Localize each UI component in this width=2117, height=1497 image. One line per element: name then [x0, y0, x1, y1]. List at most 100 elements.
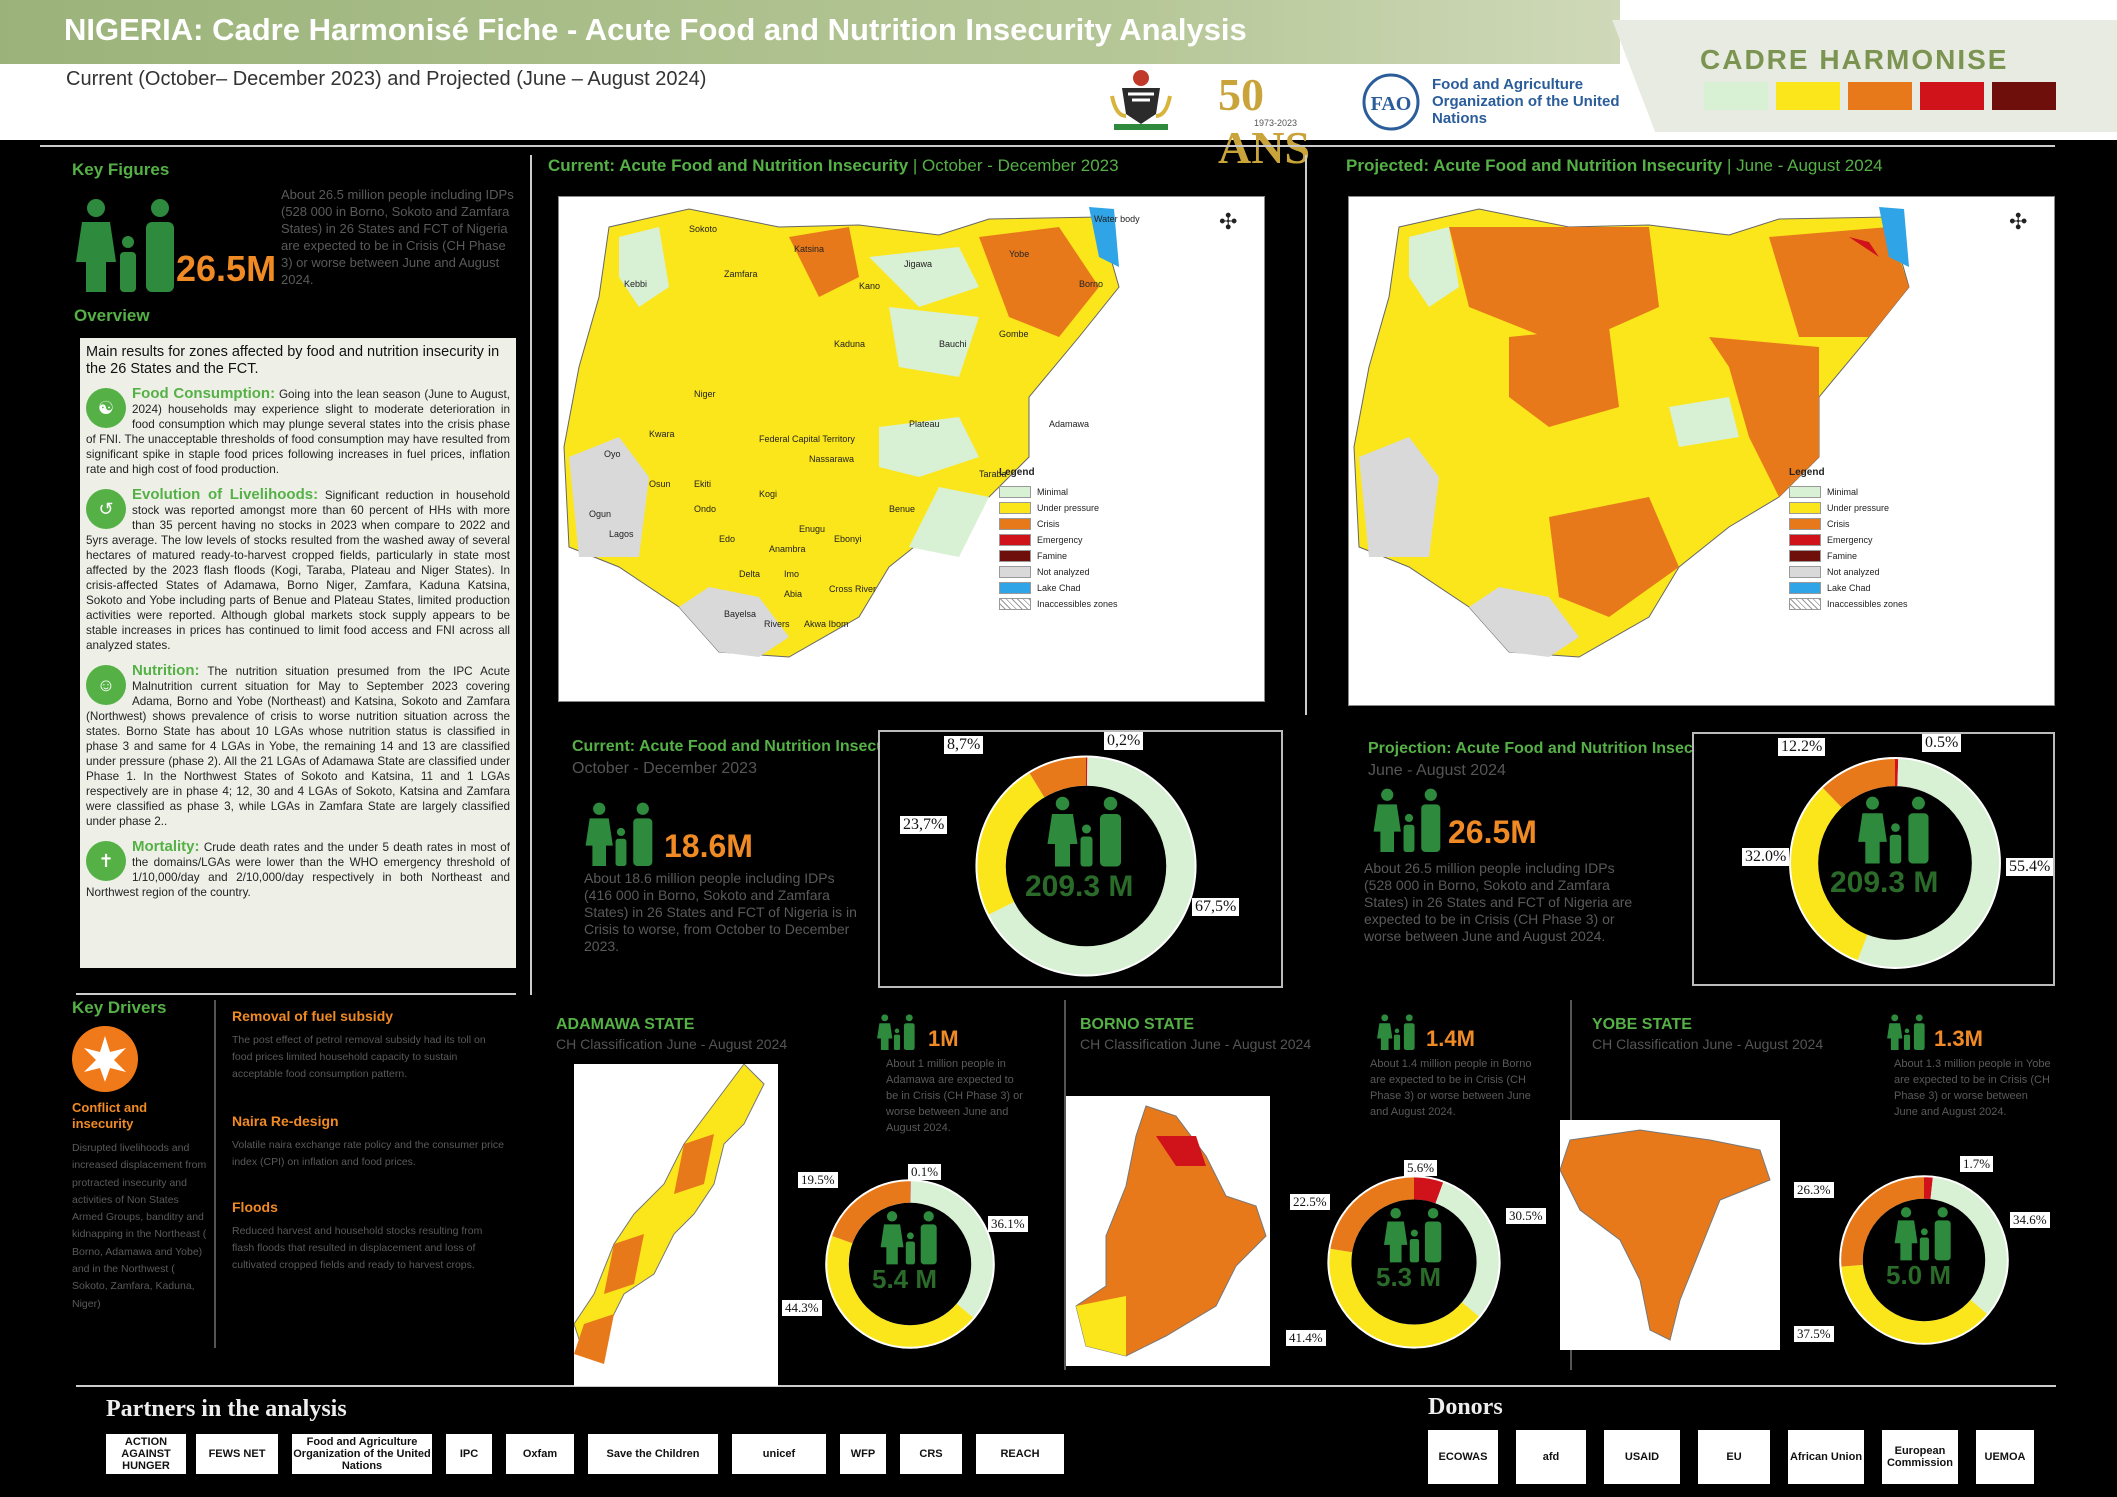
- legend-label: Inaccessibles zones: [1037, 599, 1118, 609]
- donut-slice-phase1: [1930, 1177, 2007, 1314]
- yobe-number: 1.3M: [1934, 1026, 1983, 1051]
- map-state-label: Ebonyi: [834, 534, 862, 544]
- donut-slice-phase2: [1841, 1264, 1987, 1343]
- yobe-pct-phase1: 34.6%: [2010, 1212, 2050, 1228]
- map-state-label: Yobe: [1009, 249, 1029, 259]
- map-state-label: Oyo: [604, 449, 621, 459]
- map-state-label: Kano: [859, 281, 880, 291]
- conflict-text: Disrupted livelihoods and increased disp…: [72, 1142, 207, 1310]
- yobe-pct-phase2: 37.5%: [1794, 1326, 1834, 1342]
- borno-donut-panel: 5.3 M 5.6% 22.5% 30.5% 41.4%: [1286, 1152, 1570, 1358]
- livelihoods-title: Evolution of Livelihoods:: [132, 486, 319, 503]
- map-state-label: Kwara: [649, 429, 675, 439]
- projected-pct-phase3: 12.2%: [1778, 738, 1826, 756]
- family-icon: [76, 199, 174, 292]
- map-state-label: Abia: [784, 589, 802, 599]
- map-state-label: Kebbi: [624, 279, 647, 289]
- swatch-crisis: [1848, 82, 1912, 110]
- svg-text:FAO: FAO: [1371, 93, 1412, 115]
- projected-map-period: | June - August 2024: [1726, 156, 1883, 175]
- partner-logo: unicef: [732, 1434, 826, 1474]
- map-state-label: Rivers: [764, 619, 790, 629]
- partner-logo: FEWS NET: [196, 1434, 278, 1474]
- floods-title: Floods: [232, 1199, 278, 1215]
- borno-title: BORNO STATE: [1080, 1016, 1195, 1033]
- projected-map-title: Projected: Acute Food and Nutrition Inse…: [1346, 156, 1723, 175]
- donor-logo: ECOWAS: [1428, 1430, 1498, 1484]
- map-state-label: Jigawa: [904, 259, 932, 269]
- legend-label: Inaccessibles zones: [1827, 599, 1908, 609]
- naira-title: Naira Re-design: [232, 1113, 339, 1129]
- projected-donut-total: 209.3 M: [1830, 866, 1939, 899]
- title-bar: [0, 0, 1620, 64]
- livelihoods-icon: ↺: [86, 489, 126, 529]
- projected-donut-chart: [1789, 757, 2001, 969]
- legend-swatch: [999, 534, 1031, 546]
- key-figure-number: 26.5M: [176, 248, 277, 289]
- swatch-minimal: [1704, 82, 1768, 110]
- legend-swatch: [1789, 582, 1821, 594]
- projected-map-legend: Legend Minimal Under pressure Crisis Emerge…: [1789, 467, 1908, 612]
- conflict-icon: [72, 1026, 138, 1092]
- nutrition-text: The nutrition situation presumed from th…: [86, 665, 510, 828]
- map-state-label: Imo: [784, 569, 799, 579]
- current-map-heading: Current: Acute Food and Nutrition Insecu…: [548, 156, 1119, 176]
- family-icon: [1373, 788, 1441, 852]
- yobe-period: CH Classification June - August 2024: [1592, 1036, 1824, 1052]
- footer-divider: [76, 1385, 2056, 1387]
- overview-box: Main results for zones affected by food …: [80, 338, 516, 968]
- overview-intro: Main results for zones affected by food …: [86, 344, 500, 377]
- adamawa-title: ADAMAWA STATE: [556, 1016, 695, 1033]
- donut-slice-phase2: [1791, 788, 1868, 961]
- partner-logo: REACH: [976, 1434, 1064, 1474]
- legend-label: Minimal: [1037, 487, 1069, 497]
- map-state-label: Gombe: [999, 329, 1029, 339]
- donor-logo: afd: [1516, 1430, 1586, 1484]
- borno-donut-total: 5.3 M: [1376, 1262, 1442, 1292]
- legend-items: Minimal Under pressure Crisis Emergency Fami…: [999, 484, 1118, 612]
- key-figures-heading: Key Figures: [72, 160, 170, 179]
- donut-slice-phase1: [1435, 1182, 1499, 1317]
- legend-item: Lake Chad: [1789, 580, 1908, 596]
- legend-label: Not analyzed: [1827, 567, 1880, 577]
- donut-slice-phase1: [988, 757, 1195, 975]
- current-pct-phase2: 23,7%: [900, 816, 948, 834]
- map-state-label: Bauchi: [939, 339, 967, 349]
- adamawa-text: About 1 million people in Adamawa are ex…: [886, 1058, 1023, 1134]
- family-icon: [1894, 1207, 1951, 1261]
- projected-summary-number: 26.5M: [1448, 814, 1537, 850]
- projected-summary-text: About 26.5 million people including IDPs…: [1364, 860, 1633, 944]
- current-summary-number: 18.6M: [664, 828, 753, 864]
- map-state-label: Plateau: [909, 419, 940, 429]
- legend-label: Crisis: [1037, 519, 1060, 529]
- legend-item: Not analyzed: [1789, 564, 1908, 580]
- legend-swatch: [1789, 598, 1821, 610]
- legend-label: Famine: [1827, 551, 1858, 561]
- map-state-label: Adamawa: [1049, 419, 1089, 429]
- livelihoods-section: ↺ Evolution of Livelihoods: Significant …: [86, 487, 510, 653]
- borno-pct-phase3: 22.5%: [1290, 1194, 1330, 1210]
- borno-pct-phase4: 5.6%: [1404, 1160, 1438, 1176]
- partner-logo: IPC: [446, 1434, 492, 1474]
- current-pct-phase4: 0,2%: [1104, 732, 1144, 750]
- family-icon: [1887, 1014, 1925, 1050]
- donor-logo: USAID: [1604, 1430, 1680, 1484]
- donors-logos: ECOWAS afd USAID EU African Union European Co…: [1428, 1430, 2048, 1484]
- projected-pct-phase4: 0.5%: [1922, 734, 1962, 752]
- map-state-label: Enugu: [799, 524, 825, 534]
- fao-logo-icon: FAO: [1362, 73, 1420, 131]
- adamawa-donut-panel: 5.4 M 19.5% 0.1% 36.1% 44.3%: [778, 1164, 1058, 1364]
- legend-item: Crisis: [999, 516, 1118, 532]
- food-consumption-title: Food Consumption:: [132, 385, 276, 402]
- borno-map-graphic: [1075, 1105, 1267, 1357]
- conflict-title: Conflict and insecurity: [72, 1100, 148, 1131]
- phase-color-swatches: [1704, 0, 2104, 120]
- family-icon: [585, 802, 653, 866]
- fao-50-number: 50 ANS: [1218, 69, 1311, 173]
- adamawa-pct-phase2: 44.3%: [782, 1300, 822, 1316]
- page-subtitle: Current (October– December 2023) and Pro…: [66, 68, 707, 90]
- north-arrow-icon: ✣: [1219, 209, 1238, 234]
- legend-swatch: [999, 566, 1031, 578]
- donut-slice-phase3: [1822, 759, 1896, 808]
- map-state-label: Delta: [739, 569, 760, 579]
